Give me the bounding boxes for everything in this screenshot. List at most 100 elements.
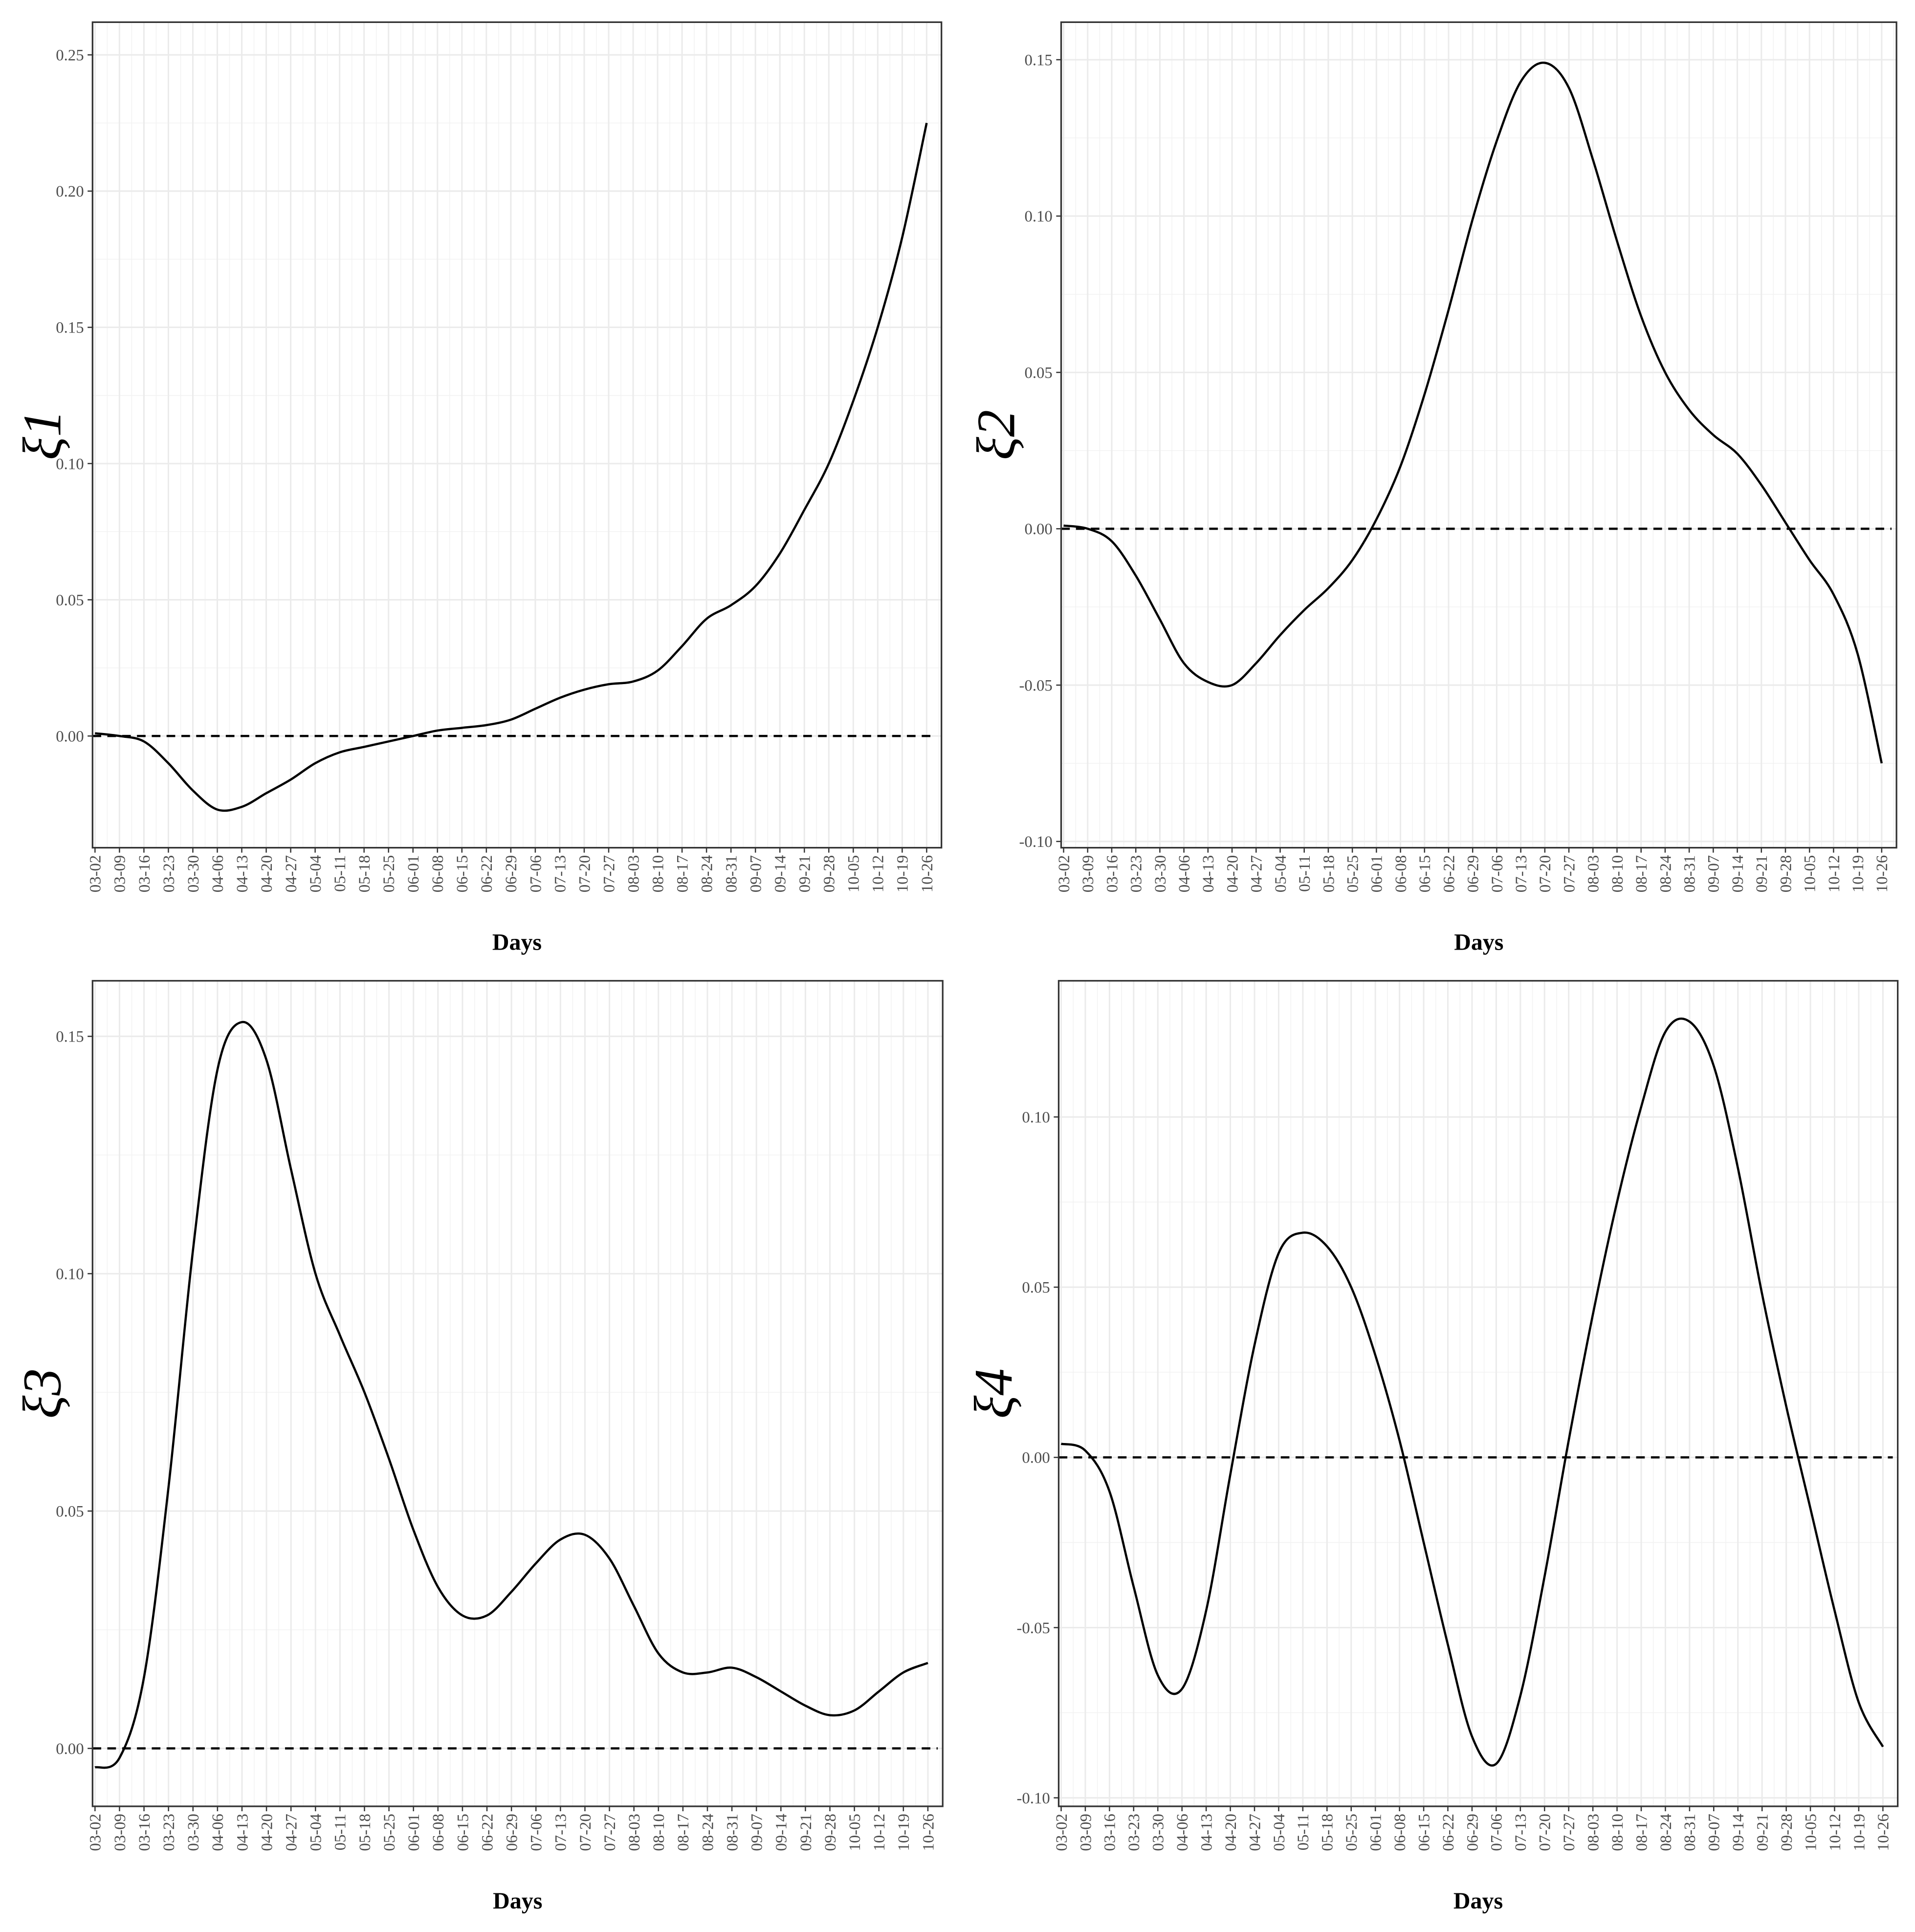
x-tick-label: 04-06 (209, 1814, 227, 1851)
x-tick-label: 05-04 (307, 855, 325, 892)
x-tick-label: 08-03 (1585, 1814, 1602, 1851)
line (1063, 62, 1883, 764)
x-tick-label: 03-02 (1056, 855, 1073, 892)
x-tick-label: 08-10 (649, 855, 667, 892)
x-tick-label: 05-25 (1343, 1814, 1361, 1851)
x-tick-label: 05-18 (356, 1814, 374, 1851)
x-tick-label: 05-04 (308, 1814, 325, 1851)
x-tick-label: 08-24 (699, 1814, 717, 1851)
x-tick-label: 10-05 (845, 855, 863, 892)
x-tick-label: 04-13 (1200, 855, 1217, 892)
x-tick-label: 05-25 (380, 855, 398, 892)
x-tick-label: 07-27 (600, 855, 618, 892)
x-tick-label: 04-06 (1176, 855, 1193, 892)
x-tick-label: 09-28 (821, 855, 838, 892)
x-tick-label: 05-11 (1295, 1814, 1312, 1850)
x-tick-label: 08-31 (1681, 855, 1698, 892)
panel: 0.00 0.05 0.10 0.15 03-02 03-09 03-16 03-23 03-3… (12, 980, 944, 1914)
x-tick-label: 10-12 (1826, 855, 1843, 892)
x-tick-label: 06-22 (479, 1814, 496, 1851)
x-tick-label: 10-19 (895, 1814, 913, 1851)
x-tick-label: 06-15 (454, 1814, 472, 1851)
x-tick-label: 03-09 (1077, 1814, 1095, 1851)
x-tick-label: 05-18 (1319, 1814, 1337, 1851)
line (94, 1021, 928, 1769)
x-tick-label: 09-14 (1730, 1814, 1747, 1851)
x-tick-label: 06-29 (503, 855, 520, 892)
x-tick-label: 08-24 (698, 855, 716, 892)
x-tick-label: 06-22 (1440, 1814, 1457, 1851)
y-tick-label: 0.05 (56, 1503, 84, 1520)
x-tick-label: 09-14 (773, 1814, 791, 1851)
x-tick-label: 06-29 (1465, 855, 1482, 892)
x-tick-label: 03-30 (1152, 855, 1169, 892)
x-tick-label: 07-27 (1561, 855, 1578, 892)
x-tick-label: 06-01 (405, 855, 422, 892)
y-tick-label: 0.15 (56, 319, 84, 337)
panel: -0.10 -0.05 0.00 0.05 0.10 03-02 03-09 03-16 03-… (963, 980, 1899, 1914)
x-tick-label: 07-20 (1537, 1814, 1554, 1851)
x-tick-label: 05-18 (1320, 855, 1338, 892)
x-tick-label: 06-29 (1464, 1814, 1481, 1851)
y-tick-label: 0.10 (1024, 208, 1052, 225)
x-tick-label: 03-02 (87, 855, 105, 892)
y-axis-label: ξ3 (12, 1368, 72, 1419)
x-tick-label: 05-04 (1271, 1814, 1288, 1851)
y-tick-label: 0.00 (56, 728, 84, 746)
x-tick-label: 04-06 (209, 855, 227, 892)
x-tick-label: 08-17 (1633, 855, 1651, 892)
x-tick-label: 03-09 (1079, 855, 1097, 892)
x-tick-label: 04-27 (1246, 1814, 1264, 1851)
x-tick-label: 08-31 (724, 1814, 741, 1851)
y-axis-label: ξ4 (963, 1368, 1023, 1419)
x-tick-label: 07-27 (1561, 1814, 1578, 1851)
x-tick-label: 08-17 (1633, 1814, 1651, 1851)
plot-background (92, 22, 942, 848)
x-axis-label: Days (1454, 930, 1503, 955)
y-tick-label: 0.20 (56, 183, 84, 200)
x-tick-label: 06-15 (1415, 1814, 1433, 1851)
x-tick-label: 04-20 (258, 1814, 276, 1851)
x-tick-label: 06-15 (454, 855, 471, 892)
x-tick-label: 09-14 (772, 855, 790, 892)
x-tick-label: 08-10 (1609, 855, 1627, 892)
x-tick-label: 08-10 (650, 1814, 668, 1851)
x-tick-label: 04-20 (1224, 855, 1241, 892)
x-tick-label: 06-22 (478, 855, 496, 892)
x-tick-label: 06-08 (1391, 1814, 1409, 1851)
x-axis-label: Days (492, 930, 542, 955)
plot-border (1057, 980, 1899, 1807)
x-tick-label: 04-13 (1198, 1814, 1215, 1851)
x-tick-label: 10-05 (846, 1814, 864, 1851)
y-tick-label: 0.00 (1022, 1449, 1050, 1467)
plot-background (1061, 22, 1897, 848)
x-tick-label: 03-23 (160, 855, 178, 892)
y-axis-label: ξ1 (12, 410, 72, 460)
x-tick-label: 07-13 (1512, 1814, 1530, 1851)
x-tick-label: 10-26 (920, 1814, 937, 1851)
x-tick-label: 03-23 (1125, 1814, 1143, 1851)
x-tick-label: 03-16 (1103, 855, 1121, 892)
x-tick-label: 08-17 (675, 1814, 692, 1851)
x-tick-label: 08-24 (1657, 1814, 1675, 1851)
x-tick-label: 08-24 (1657, 855, 1674, 892)
x-tick-label: 09-14 (1729, 855, 1747, 892)
x-tick-label: 03-09 (111, 855, 129, 892)
line (95, 123, 928, 812)
x-tick-label: 10-19 (894, 855, 912, 892)
y-tick-label: -0.10 (1019, 833, 1053, 851)
x-tick-label: 07-20 (576, 855, 594, 892)
plot-border (1060, 21, 1897, 849)
x-tick-label: 05-04 (1272, 855, 1290, 892)
x-tick-label: 10-19 (1850, 1814, 1868, 1851)
x-tick-label: 10-05 (1802, 855, 1819, 892)
x-tick-label: 03-30 (185, 855, 202, 892)
x-tick-label: 05-25 (1344, 855, 1362, 892)
panel: -0.10 -0.05 0.00 0.05 0.10 0.15 03-02 03-09 03-1… (966, 21, 1897, 955)
x-tick-label: 09-28 (822, 1814, 839, 1851)
x-tick-label: 03-02 (87, 1814, 105, 1851)
x-tick-label: 07-06 (1488, 1814, 1506, 1851)
x-tick-label: 10-19 (1849, 855, 1867, 892)
x-tick-label: 08-31 (1681, 1814, 1699, 1851)
x-tick-label: 08-10 (1609, 1814, 1627, 1851)
